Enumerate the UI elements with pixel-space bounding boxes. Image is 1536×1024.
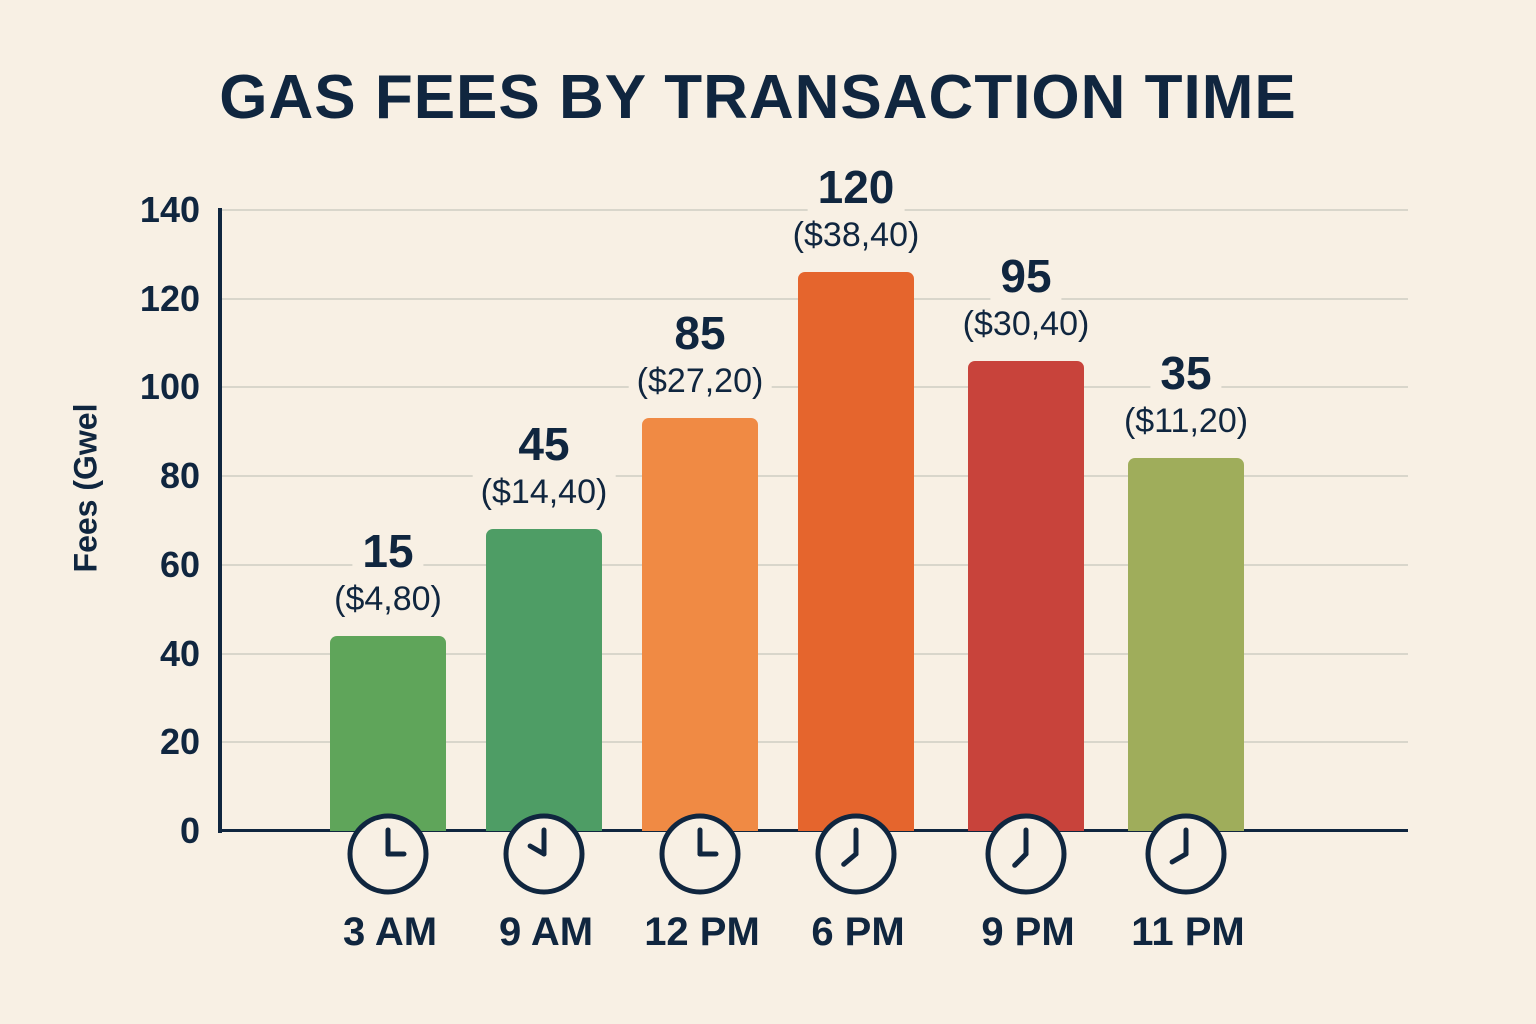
bar-value-label: 95 bbox=[990, 248, 1062, 303]
y-tick-label: 20 bbox=[159, 721, 200, 763]
y-axis-line bbox=[218, 208, 222, 833]
bar-usd-label: ($38,40) bbox=[784, 216, 928, 256]
bar-value-label: 85 bbox=[664, 306, 736, 361]
bar-usd-label: ($11,20) bbox=[1115, 402, 1257, 442]
bar-usd-label: ($27,20) bbox=[628, 362, 772, 402]
bar-value-label: 35 bbox=[1150, 346, 1222, 401]
x-tick-label: 6 PM bbox=[811, 910, 905, 954]
x-tick-label: 12 PM bbox=[644, 910, 760, 954]
clock-icon bbox=[658, 812, 742, 896]
x-tick-label: 3 AM bbox=[342, 910, 438, 954]
bar-value-label: 45 bbox=[508, 417, 580, 472]
chart-title: GAS FEES BY TRANSACTION TIME bbox=[219, 63, 1297, 132]
clock-icon bbox=[984, 812, 1068, 896]
clock-icon bbox=[814, 812, 898, 896]
x-tick-label: 11 PM bbox=[1131, 910, 1245, 954]
bar-3-am bbox=[330, 635, 446, 831]
y-tick-label: 60 bbox=[159, 543, 200, 585]
bar-9-pm bbox=[968, 360, 1084, 831]
x-tick-label: 9 PM bbox=[981, 910, 1075, 954]
bar-usd-label: ($30,40) bbox=[954, 304, 1098, 344]
y-tick-label: 100 bbox=[139, 366, 200, 408]
bar-usd-label: ($14,40) bbox=[472, 473, 616, 513]
y-tick-label: 120 bbox=[139, 277, 200, 319]
clock-icon bbox=[346, 812, 430, 896]
bar-6-pm bbox=[798, 272, 914, 831]
y-tick-label: 40 bbox=[159, 632, 200, 674]
bar-9-am bbox=[486, 529, 602, 831]
y-tick-label: 0 bbox=[179, 810, 200, 851]
y-tick-label: 140 bbox=[139, 189, 200, 230]
x-tick-label: 9 AM bbox=[498, 910, 594, 954]
bar-12-pm bbox=[642, 418, 758, 831]
clock-icon bbox=[502, 812, 586, 896]
bar-usd-label: ($4,80) bbox=[326, 579, 450, 619]
bar-value-label: 15 bbox=[352, 523, 424, 578]
bar-value-label: 120 bbox=[807, 160, 905, 215]
y-tick-label: 80 bbox=[159, 455, 200, 497]
bar-11-pm bbox=[1128, 458, 1244, 831]
clock-icon bbox=[1144, 812, 1228, 896]
